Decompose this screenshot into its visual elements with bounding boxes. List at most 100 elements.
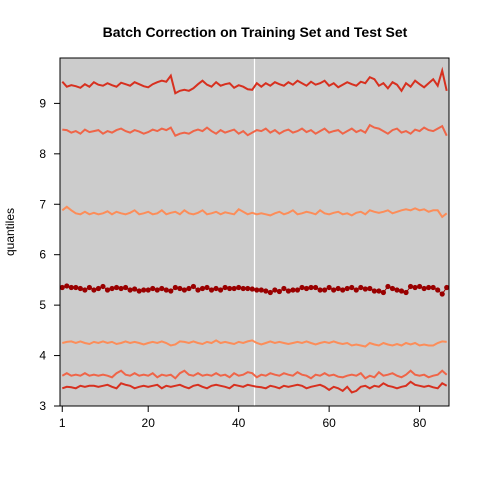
median-point <box>426 284 432 291</box>
series-line-q10 <box>61 369 448 380</box>
median-point <box>380 289 387 296</box>
median-point <box>322 287 328 293</box>
y-tick-label: 3 <box>39 399 46 413</box>
median-point <box>326 284 332 291</box>
series-line-q25 <box>62 339 447 348</box>
median-point <box>77 285 83 292</box>
median-point <box>150 285 156 292</box>
median-point <box>145 287 151 293</box>
median-point <box>82 287 88 293</box>
y-tick-label: 8 <box>39 147 46 161</box>
median-point <box>213 285 219 292</box>
median-point <box>222 284 228 291</box>
median-point <box>168 288 174 294</box>
median-point <box>344 285 350 292</box>
median-point <box>104 287 111 293</box>
median-point <box>95 285 102 292</box>
median-point <box>118 285 124 292</box>
median-point <box>331 287 337 293</box>
x-tick-label: 1 <box>59 416 66 430</box>
median-point <box>122 284 129 291</box>
plot-frame <box>59 57 450 407</box>
median-point <box>340 287 346 293</box>
median-point <box>190 283 197 290</box>
median-point <box>163 287 169 293</box>
median-point <box>231 285 237 292</box>
median-point <box>217 287 224 293</box>
median-point <box>294 287 301 293</box>
median-point <box>132 286 138 292</box>
median-point <box>59 284 65 291</box>
y-tick-label: 4 <box>39 349 46 363</box>
median-point <box>204 284 210 291</box>
x-tick-label: 80 <box>413 416 427 430</box>
median-point <box>109 285 115 292</box>
series-line-q95 <box>61 66 448 95</box>
median-point <box>249 286 255 292</box>
median-point <box>195 287 201 293</box>
axes: 1 20 40 60 80 3 4 5 6 7 8 9 <box>39 57 450 430</box>
y-tick-label: 5 <box>39 298 46 312</box>
median-point <box>335 285 341 292</box>
median-point <box>353 287 359 293</box>
median-point <box>258 287 264 293</box>
median-point <box>303 285 310 292</box>
y-tick-label: 6 <box>39 248 46 262</box>
median-point <box>172 284 178 291</box>
median-point <box>177 285 183 292</box>
median-point <box>444 284 450 291</box>
median-point <box>91 287 97 293</box>
median-point <box>181 287 187 293</box>
median-point <box>367 285 373 292</box>
median-point <box>199 285 206 292</box>
median-point <box>362 286 368 292</box>
median-point <box>254 287 260 293</box>
median-point <box>421 285 427 292</box>
median-point <box>227 285 233 292</box>
median-point <box>371 288 377 294</box>
median-point <box>389 285 396 292</box>
median-point <box>86 284 93 291</box>
median-point <box>435 287 441 293</box>
median-point <box>100 283 106 290</box>
x-tick-label: 40 <box>232 416 246 430</box>
series-line-q75 <box>61 205 448 219</box>
x-tick-label: 60 <box>322 416 336 430</box>
y-axis-label: quantiles <box>3 208 17 256</box>
median-point <box>154 287 160 293</box>
median-point <box>113 284 120 291</box>
median-point <box>407 283 414 290</box>
median-point <box>376 288 382 294</box>
median-point <box>276 288 282 295</box>
median-point <box>299 284 305 291</box>
median-point <box>285 288 292 294</box>
median-point <box>73 284 79 291</box>
median-point <box>136 288 142 294</box>
median-point <box>141 287 147 293</box>
median-point <box>245 285 251 292</box>
median-point <box>358 284 364 291</box>
median-point <box>236 284 242 291</box>
median-point <box>267 289 273 296</box>
median-point <box>412 284 418 291</box>
median-point <box>272 287 278 293</box>
median-point <box>317 287 323 293</box>
median-point <box>68 284 74 291</box>
median-point <box>208 287 215 293</box>
median-point <box>416 283 423 290</box>
median-point <box>127 287 133 293</box>
median-point <box>186 285 192 292</box>
median-point <box>349 284 355 291</box>
median-point <box>403 289 409 296</box>
median-point <box>430 284 436 291</box>
y-tick-label: 7 <box>39 197 46 211</box>
median-point <box>385 283 391 290</box>
median-point <box>281 285 287 292</box>
median-point <box>308 284 314 291</box>
median-point <box>394 287 400 293</box>
median-point <box>312 284 319 291</box>
chart-title: Batch Correction on Training Set and Tes… <box>103 24 408 40</box>
median-point <box>439 291 445 297</box>
